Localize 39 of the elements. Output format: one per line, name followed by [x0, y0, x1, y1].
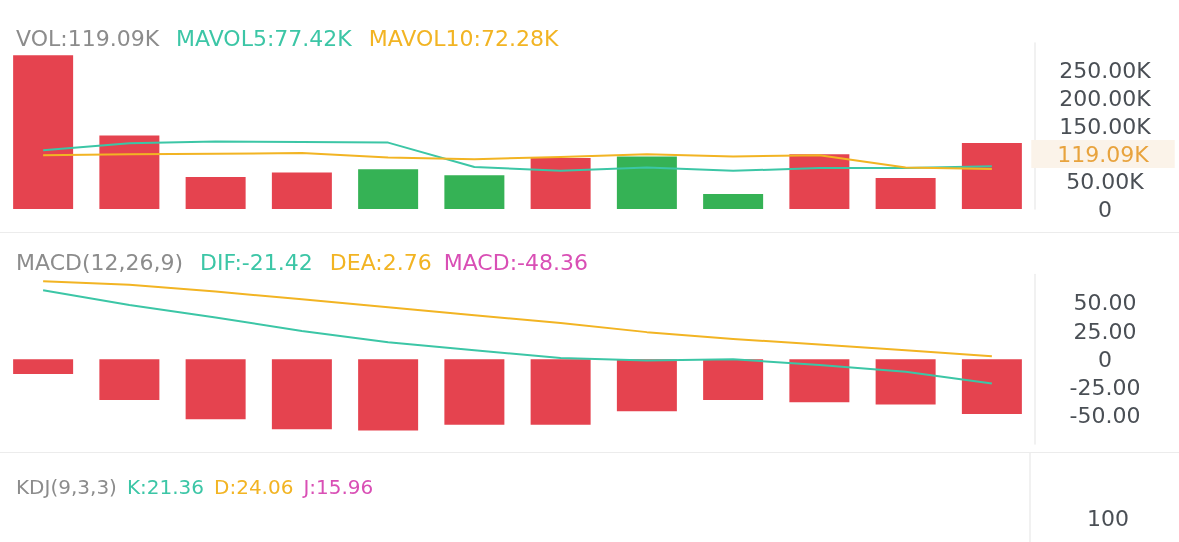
bar	[875, 178, 936, 209]
bar	[271, 172, 332, 209]
bar	[13, 55, 74, 209]
bar	[616, 156, 677, 209]
y-tick-label: 200.00K	[1059, 85, 1152, 111]
text: 100	[1087, 505, 1129, 531]
series-label: DIF:-21.42	[200, 249, 313, 275]
annotation: MACD:-48.36	[443, 249, 588, 275]
y-tick-label: 50.00	[1073, 290, 1137, 316]
text: J:15.96	[301, 475, 374, 499]
bar	[99, 135, 160, 209]
chart-title: VOL:119.09K	[16, 25, 160, 51]
y-tick-label: 25.00	[1073, 318, 1137, 344]
text: D:24.06	[214, 475, 294, 499]
line-series	[42, 289, 993, 385]
y-tick-label: 0	[1098, 346, 1112, 372]
text: KDJ(9,3,3)	[16, 475, 117, 499]
bar	[444, 175, 505, 209]
y-tick-label: 150.00K	[1059, 113, 1152, 139]
y-tick-label: 50.00K	[1066, 168, 1145, 194]
chart-title: MACD(12,26,9)	[16, 249, 184, 275]
line-series	[42, 280, 993, 358]
y-tick-label: -25.00	[1069, 375, 1141, 400]
y-tick-label: 0	[1098, 196, 1112, 222]
text: 119.09K	[1057, 141, 1150, 167]
y-tick-label: -50.00	[1069, 403, 1141, 429]
series-label: DEA:2.76	[329, 249, 432, 275]
bar	[358, 169, 419, 209]
bar	[185, 176, 246, 209]
y-tick-label: 250.00K	[1059, 58, 1152, 84]
line-series	[42, 140, 993, 172]
text: K:21.36	[126, 475, 205, 499]
bar	[789, 154, 850, 209]
line-series	[42, 152, 993, 171]
text: MAVOL10:72.28K	[368, 25, 559, 51]
bar	[703, 194, 764, 209]
text: MAVOL5:77.42K	[176, 25, 353, 51]
bar	[961, 143, 1022, 209]
bar	[530, 158, 591, 209]
